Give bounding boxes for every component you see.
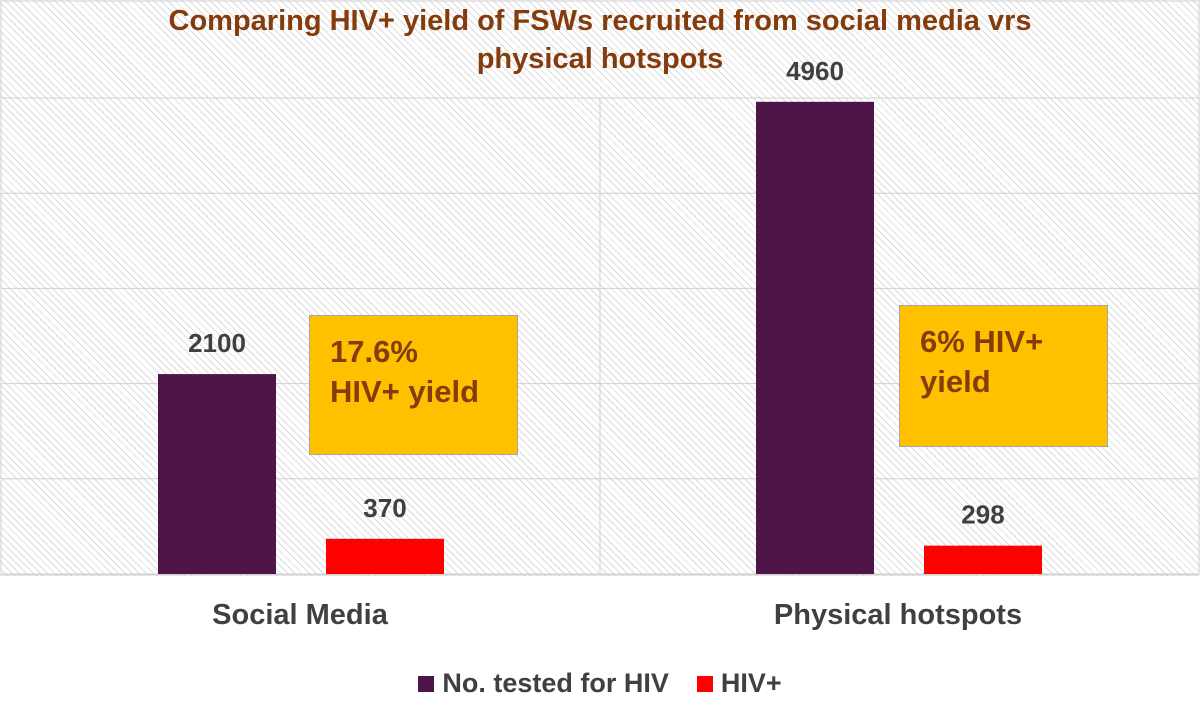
- legend-label-hiv-positive: HIV+: [720, 668, 782, 698]
- callout-line: 6% HIV+: [920, 324, 1044, 359]
- data-label: 4960: [786, 56, 844, 86]
- data-label: 2100: [188, 328, 246, 358]
- data-label: 370: [363, 493, 406, 523]
- callout-line: HIV+ yield: [330, 374, 480, 409]
- legend-item-hiv-positive: HIV+: [696, 668, 782, 699]
- callout-line: 17.6%: [330, 334, 418, 369]
- category-label: Social Media: [212, 599, 389, 631]
- bar: [756, 101, 874, 575]
- chart-title: Comparing HIV+ yield of FSWs recruited f…: [0, 2, 1200, 78]
- chart-title-line-1: Comparing HIV+ yield of FSWs recruited f…: [168, 5, 1032, 37]
- callout-line: yield: [920, 364, 991, 399]
- data-label: 298: [961, 500, 1004, 530]
- yield-callout-social-media: 17.6% HIV+ yield: [309, 315, 518, 455]
- yield-callout-physical-hotspots: 6% HIV+ yield: [899, 305, 1108, 447]
- category-label: Physical hotspots: [774, 599, 1022, 631]
- legend-item-tested: No. tested for HIV: [418, 668, 669, 699]
- chart-title-line-2: physical hotspots: [476, 43, 724, 75]
- plot-border: [0, 0, 1200, 576]
- bar: [326, 538, 444, 574]
- legend-swatch-tested: [418, 675, 435, 692]
- legend-swatch-hiv-positive: [696, 675, 713, 692]
- bar: [158, 374, 276, 574]
- legend-label-tested: No. tested for HIV: [442, 668, 669, 698]
- legend: No. tested for HIV HIV+: [0, 668, 1200, 699]
- bar: [924, 545, 1042, 574]
